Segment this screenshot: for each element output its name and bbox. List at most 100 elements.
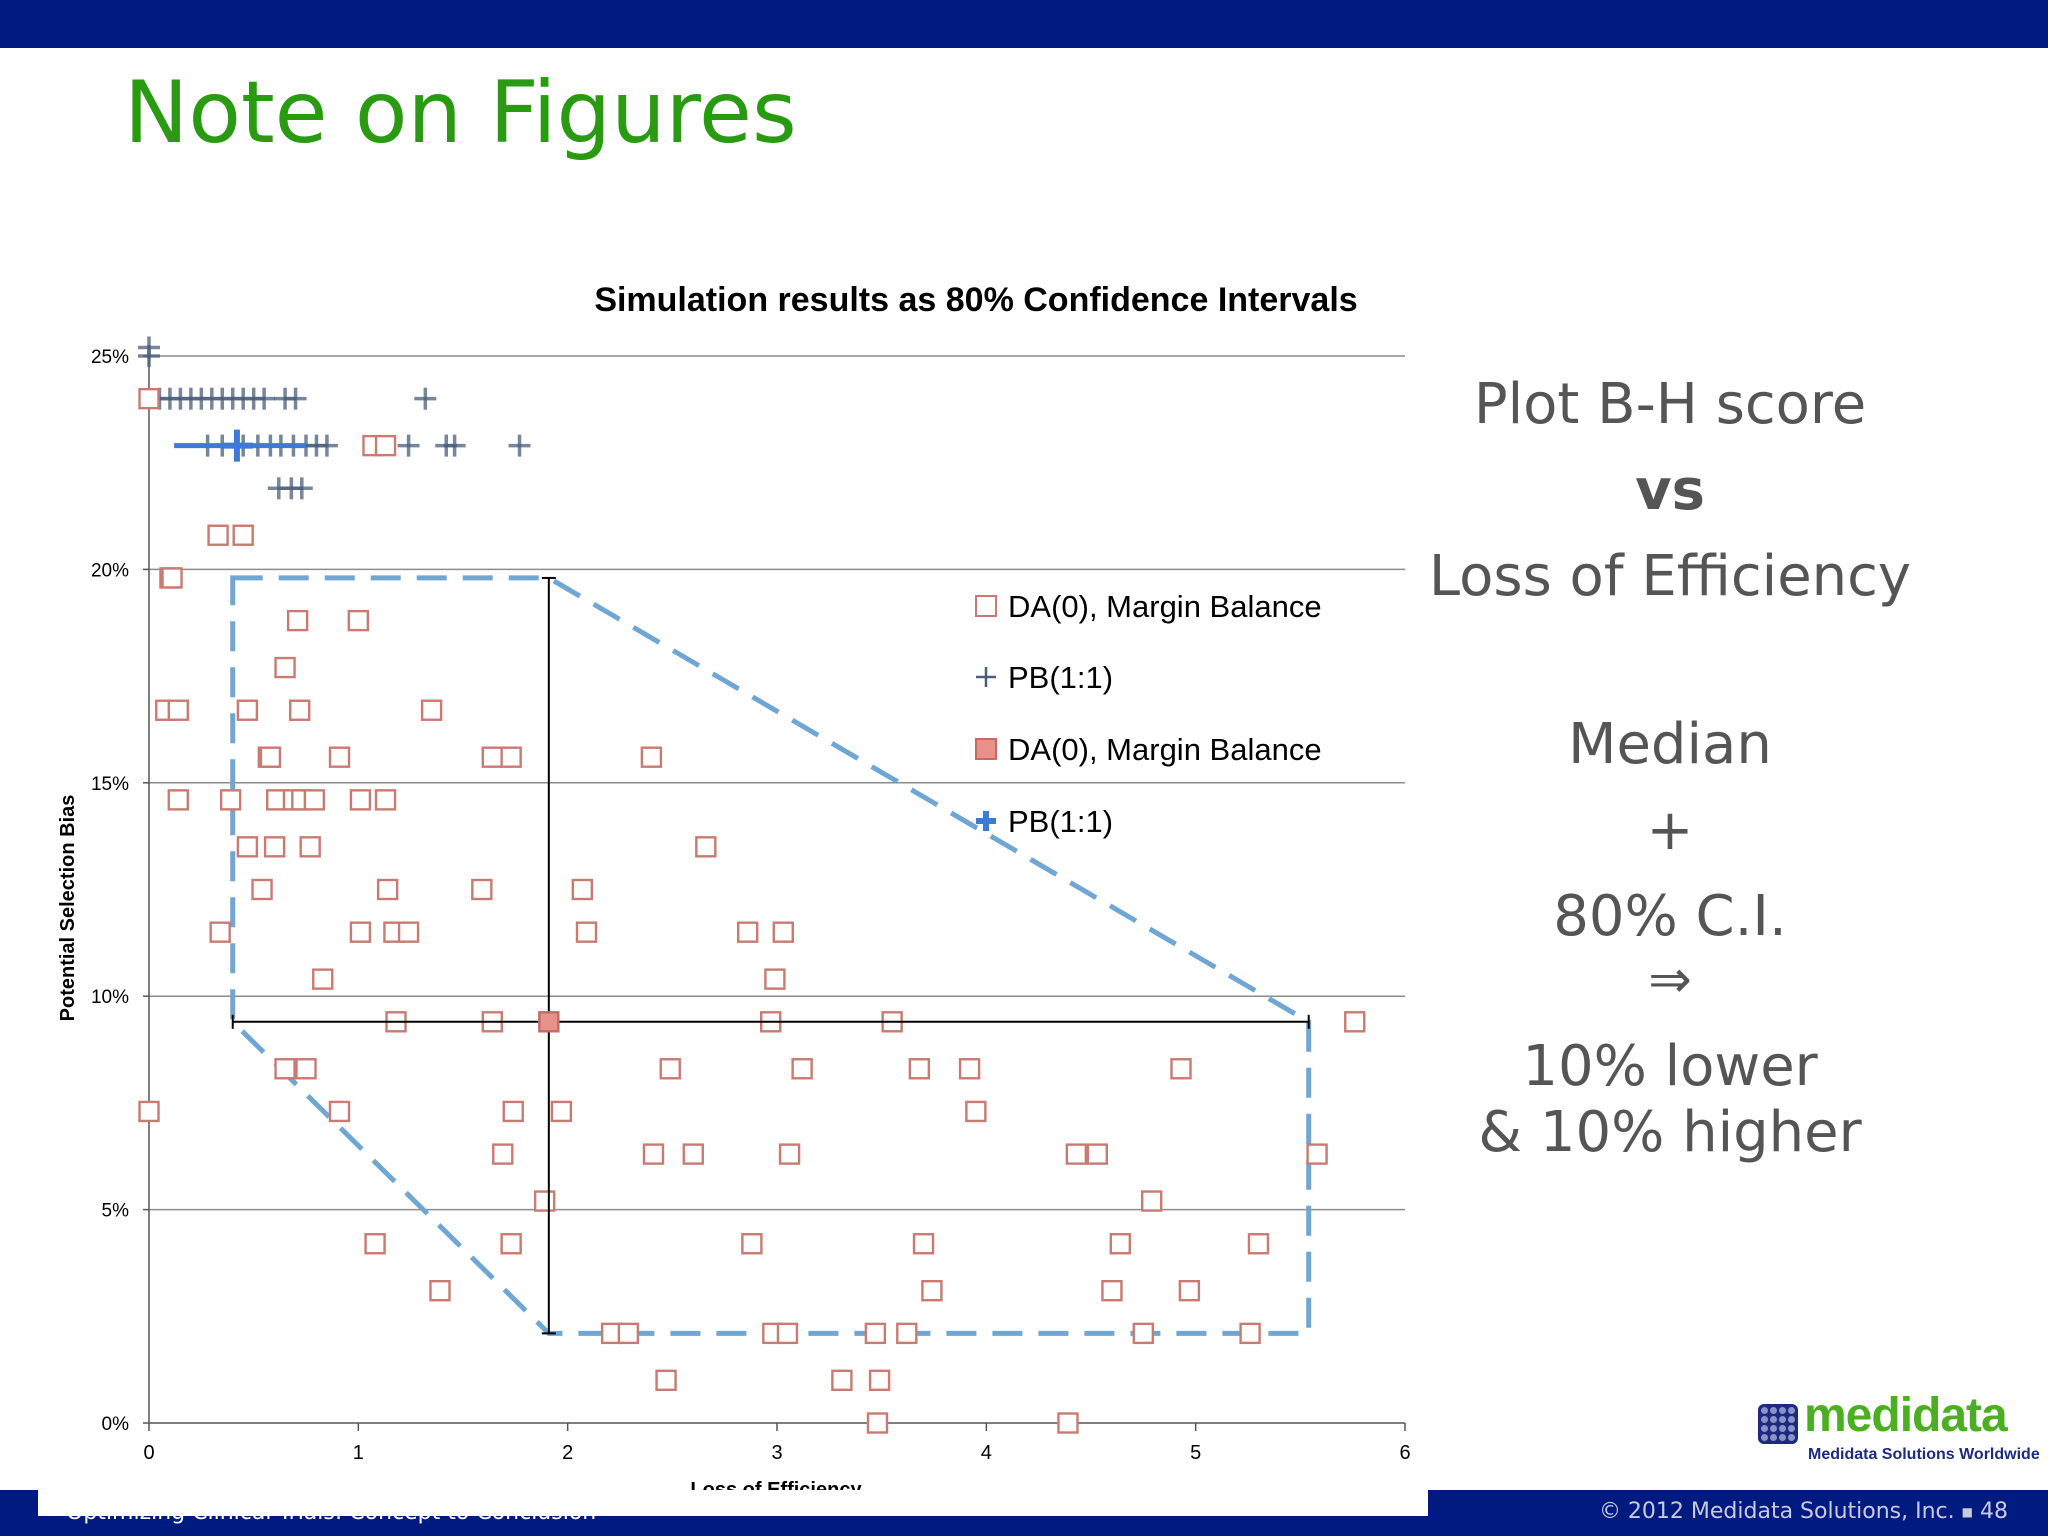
point-da: [481, 746, 504, 768]
point-pb: [253, 387, 276, 410]
point-da: [263, 836, 286, 858]
point-da: [374, 434, 397, 457]
point-da: [1247, 1233, 1270, 1255]
page-number: 48: [1980, 1499, 2008, 1524]
point-da: [896, 1322, 918, 1345]
point-da: [397, 921, 420, 943]
point-da: [209, 921, 231, 943]
point-da: [138, 1100, 160, 1123]
point-da: [295, 1058, 317, 1080]
point-pb: [508, 434, 531, 457]
point-da: [912, 1233, 935, 1255]
point-da: [167, 789, 190, 811]
point-da: [868, 1369, 891, 1392]
point-da: [492, 1143, 514, 1165]
point-da: [274, 1058, 296, 1080]
page-separator-icon: ■: [1961, 1505, 1973, 1519]
point-da: [741, 1233, 763, 1255]
point-da: [420, 699, 443, 721]
note-vs: vs: [1635, 458, 1705, 523]
point-da: [303, 789, 326, 811]
legend-swatch-open-square: [975, 595, 997, 617]
y-axis-label: Potential Selection Bias: [57, 795, 79, 1022]
point-da: [1178, 1279, 1201, 1302]
point-da: [533, 1190, 556, 1212]
point-da: [312, 968, 334, 990]
point-da: [219, 789, 242, 811]
point-da: [550, 1100, 573, 1123]
median-da-error-bars: [231, 576, 1310, 1335]
point-da: [778, 1143, 801, 1165]
point-da: [429, 1279, 451, 1302]
point-da: [965, 1100, 987, 1123]
point-da: [1101, 1279, 1123, 1302]
point-da: [236, 836, 259, 858]
point-da: [1065, 1143, 1088, 1165]
point-da: [1086, 1143, 1108, 1165]
point-da: [958, 1058, 981, 1080]
point-da: [500, 746, 522, 768]
point-da: [500, 1233, 522, 1255]
point-da: [921, 1279, 943, 1302]
scatter-chart: Simulation results as 80% Confidence Int…: [57, 281, 1411, 1500]
logo-grid-icon: [1758, 1404, 1798, 1444]
point-da: [232, 524, 254, 546]
note-plus: +: [1646, 798, 1694, 863]
point-da: [866, 1412, 889, 1434]
point-pb: [397, 434, 420, 457]
point-da: [259, 746, 282, 768]
point-da: [274, 656, 296, 679]
legend-label: DA(0), Margin Balance: [1008, 732, 1322, 767]
logo-tagline: Medidata Solutions Worldwide: [1808, 1446, 2040, 1463]
point-da: [328, 1100, 351, 1123]
point-da: [1109, 1233, 1132, 1255]
point-da: [207, 524, 229, 546]
y-tick-label: 15%: [91, 774, 129, 795]
ci-region-outline: [230, 575, 1312, 1336]
point-da: [1141, 1190, 1163, 1212]
point-da: [642, 1143, 665, 1165]
point-da: [286, 609, 309, 632]
chart-title: Simulation results as 80% Confidence Int…: [594, 281, 1357, 319]
footer-course-title: Optimizing Clinical Trials: Concept to C…: [66, 1500, 597, 1525]
point-pb: [138, 336, 160, 359]
note-ci: 80% C.I.: [1553, 884, 1787, 949]
point-da: [764, 968, 786, 990]
note-plot: Plot B-H score: [1473, 372, 1867, 437]
point-da: [364, 1233, 386, 1255]
point-da: [349, 921, 372, 943]
y-tick-label: 25%: [91, 347, 129, 368]
point-da: [1306, 1143, 1328, 1165]
point-da: [695, 836, 717, 858]
point-da: [328, 746, 351, 768]
point-da: [376, 878, 399, 901]
point-pb: [443, 434, 466, 457]
point-da: [138, 387, 160, 410]
point-da: [571, 878, 594, 901]
point-da: [236, 699, 259, 721]
point-pb: [414, 387, 437, 410]
y-tick-label: 0%: [102, 1414, 130, 1435]
medidata-logo: medidata Medidata Solutions Worldwide: [1756, 1389, 2040, 1468]
point-da: [347, 609, 370, 632]
footer-copyright: © 2012 Medidata Solutions, Inc. ■ 48: [1599, 1499, 2008, 1524]
point-da: [682, 1143, 704, 1165]
footer-white-strip: [38, 1490, 1428, 1516]
header-bar: [0, 0, 2048, 48]
point-da: [1239, 1322, 1261, 1345]
point-da: [502, 1100, 524, 1123]
x-tick-label: 1: [353, 1442, 364, 1464]
x-tick-label: 5: [1190, 1442, 1201, 1464]
point-da: [471, 878, 493, 901]
y-tick-label: 10%: [91, 987, 129, 1008]
point-da: [659, 1058, 681, 1080]
point-da: [251, 878, 273, 901]
note-higher: & 10% higher: [1478, 1100, 1862, 1165]
point-da: [640, 746, 663, 768]
legend-label: PB(1:1): [1008, 804, 1113, 839]
point-da: [655, 1369, 677, 1392]
point-da: [772, 921, 794, 943]
point-da: [791, 1058, 813, 1080]
point-median-pb: [220, 429, 253, 462]
point-da: [776, 1322, 799, 1345]
